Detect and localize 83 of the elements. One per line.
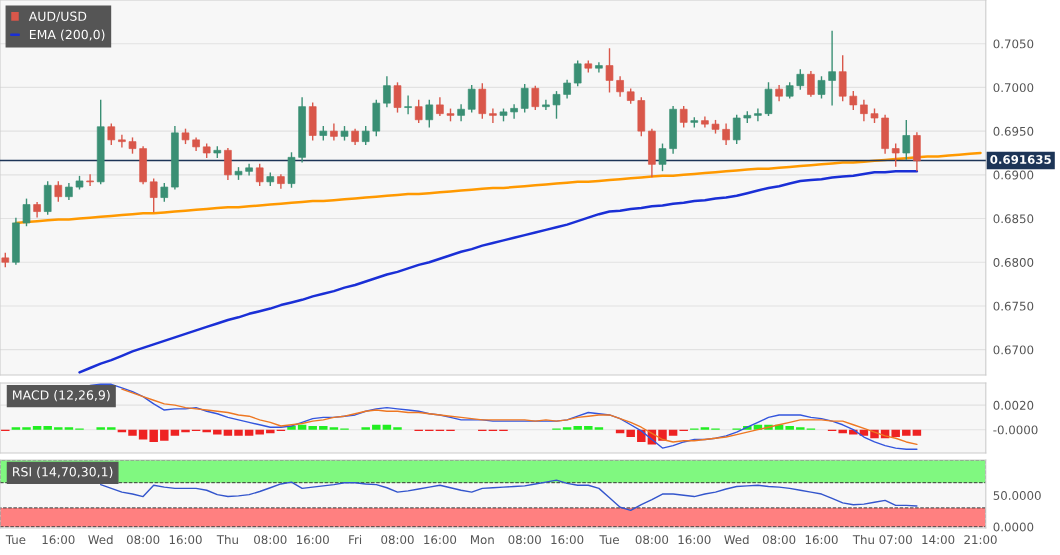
x-tick-label: 16:00: [424, 535, 457, 545]
legend-label: EMA (200,0): [29, 29, 105, 41]
candlestick: [732, 114, 741, 145]
candlestick: [118, 134, 126, 148]
y-tick-label: 0.0000: [993, 522, 1034, 532]
candlestick: [860, 99, 868, 122]
text: MACD (12,26,9): [13, 390, 110, 402]
x-tick-label: Mon: [471, 535, 494, 545]
candlestick: [552, 91, 561, 119]
candlestick: [616, 76, 624, 97]
y-tick-label: 0.6800: [993, 257, 1034, 267]
y-tick-label: -0.0000: [993, 425, 1038, 435]
candlestick: [86, 174, 94, 187]
x-tick-label: Thu: [852, 534, 874, 545]
candlestick: [531, 85, 540, 110]
candlestick: [595, 62, 603, 73]
x-tick-label: 16:00: [42, 535, 75, 545]
line-series: [121, 388, 918, 446]
y-tick-label: 0.7000: [993, 83, 1034, 93]
legend-label: AUD/USD: [28, 11, 87, 22]
y-tick-label: 0.6950: [993, 126, 1034, 136]
x-tick-label: 16:00: [296, 535, 329, 545]
candlestick: [701, 116, 709, 128]
candlestick: [573, 60, 582, 87]
y-tick-label: 0.6900: [993, 170, 1034, 180]
y-tick-label: 0.6750: [993, 301, 1034, 311]
candlestick: [796, 69, 805, 90]
x-tick-label: 16:00: [169, 535, 202, 545]
x-tick-label: 21:00: [964, 535, 997, 545]
candlestick: [22, 198, 31, 227]
candlestick: [457, 104, 465, 122]
x-tick-label: 08:00: [381, 535, 414, 545]
x-tick-label: Fri: [349, 534, 362, 544]
line-series: [78, 170, 919, 374]
candlestick: [467, 84, 476, 113]
candlestick: [149, 178, 158, 213]
x-tick-label: Thu: [216, 534, 238, 545]
candlestick: [722, 123, 730, 145]
x-tick-label: 08:00: [254, 535, 287, 545]
candlestick: [245, 163, 253, 176]
x-tick-label: 16:00: [678, 535, 711, 545]
candlestick: [107, 123, 116, 145]
candlestick: [542, 99, 550, 110]
x-tick-label: Tue: [599, 535, 619, 545]
chart-title: RSI (14,70,30,1): [13, 466, 113, 478]
candlestick: [414, 99, 423, 124]
candlestick: [807, 70, 815, 97]
candlestick: [489, 108, 497, 124]
candlestick: [658, 143, 667, 172]
candlestick: [510, 104, 518, 119]
candlestick: [330, 123, 338, 141]
candlestick: [891, 143, 900, 167]
x-tick-label: 07:00: [879, 535, 912, 545]
x-tick-label: 08:00: [635, 535, 669, 545]
candlestick: [828, 30, 836, 106]
candlestick: [404, 95, 412, 115]
x-tick-label: 08:00: [126, 535, 160, 545]
x-tick-label: Tue: [5, 535, 26, 545]
line-series: [100, 479, 918, 512]
candlestick: [520, 84, 529, 113]
x-tick-label: 08:00: [508, 535, 541, 545]
candlestick: [383, 76, 391, 108]
candlestick: [393, 82, 402, 113]
y-tick-label: 0.0020: [993, 400, 1034, 410]
candlestick: [902, 119, 911, 160]
y-tick-label: 0.6700: [993, 345, 1034, 355]
candlestick: [817, 76, 826, 99]
x-tick-label: 16:00: [551, 535, 584, 545]
candlestick: [754, 108, 762, 122]
candlestick: [679, 105, 688, 128]
candlestick: [255, 163, 264, 187]
candlestick: [54, 181, 63, 202]
y-tick-label: 0.7050: [993, 39, 1034, 49]
candlestick: [605, 48, 614, 93]
x-tick-label: 14:00: [922, 535, 955, 545]
x-tick-label: 08:00: [762, 535, 796, 545]
y-tick-label: 0.6850: [993, 214, 1034, 224]
x-tick-label: Wed: [724, 534, 749, 545]
y-tick-label: 50.0000: [993, 491, 1041, 500]
candlestick: [425, 99, 434, 128]
x-tick-label: 16:00: [805, 535, 838, 545]
x-tick-label: Wed: [88, 534, 113, 545]
ref-line-label: 0.691635: [990, 155, 1051, 164]
